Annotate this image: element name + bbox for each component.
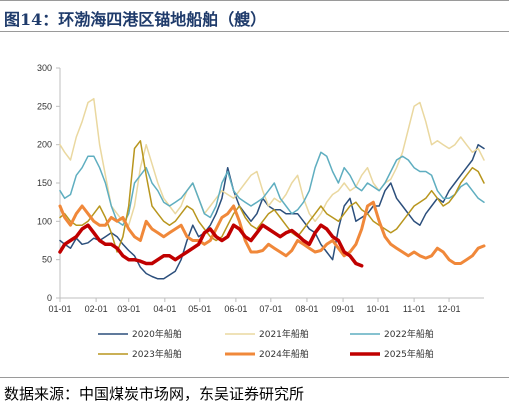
y-tick-label: 0: [47, 293, 52, 303]
x-tick-label: 12-01: [438, 304, 461, 314]
source-divider: [0, 377, 509, 378]
x-tick-label: 01-01: [48, 304, 71, 314]
legend-label: 2020年船舶: [132, 328, 182, 340]
chart-axes: 0 50 100 150 200 250 300 01-01 02-01 03-01 04-01 05…: [37, 63, 484, 314]
series-line-2024年船舶: [58, 200, 486, 265]
legend-label: 2023年船舶: [132, 348, 182, 360]
legend-label: 2022年船舶: [384, 328, 434, 340]
legend-label: 2024年船舶: [259, 348, 309, 360]
y-tick-label: 250: [37, 101, 52, 111]
legend-label: 2021年船舶: [259, 328, 309, 340]
x-tick-label: 09-01: [332, 304, 355, 314]
x-tick-label: 03-01: [117, 304, 140, 314]
series-line-2020年船舶: [59, 143, 485, 280]
source-note: 数据来源：中国煤炭市场网，东吴证券研究所: [4, 385, 305, 403]
series-line-2025年船舶: [58, 223, 364, 268]
x-tick-label: 07-01: [259, 304, 282, 314]
figure-title: 图14：环渤海四港区锚地船舶（艘）: [4, 10, 267, 29]
chart-legend: 2020年船舶 2021年船舶 2022年船舶 2023年船舶 2024年船舶 2025年…: [98, 328, 434, 360]
x-tick-label: 10-01: [366, 304, 389, 314]
figure-title-bar: 图14：环渤海四港区锚地船舶（艘）: [0, 0, 509, 32]
series-line-2022年船舶: [59, 151, 485, 226]
x-tick-label: 02-01: [85, 304, 108, 314]
x-tick-label: 11-01: [403, 304, 425, 314]
x-tick-label: 05-01: [188, 304, 211, 314]
y-tick-label: 50: [42, 255, 52, 265]
x-tick-label: 06-01: [224, 304, 247, 314]
y-tick-label: 200: [37, 140, 52, 150]
legend-label: 2025年船舶: [384, 348, 434, 360]
x-tick-label: 04-01: [153, 304, 176, 314]
y-tick-label: 100: [37, 216, 52, 226]
series-line-2023年船舶: [59, 140, 485, 253]
line-chart: 0 50 100 150 200 250 300 01-01 02-01 03-01 04-01 05…: [37, 63, 486, 360]
x-tick-label: 08-01: [295, 304, 318, 314]
y-tick-label: 300: [37, 63, 52, 73]
y-tick-label: 150: [37, 178, 52, 188]
series-lines: [58, 97, 486, 280]
series-line-2021年船舶: [59, 97, 485, 226]
